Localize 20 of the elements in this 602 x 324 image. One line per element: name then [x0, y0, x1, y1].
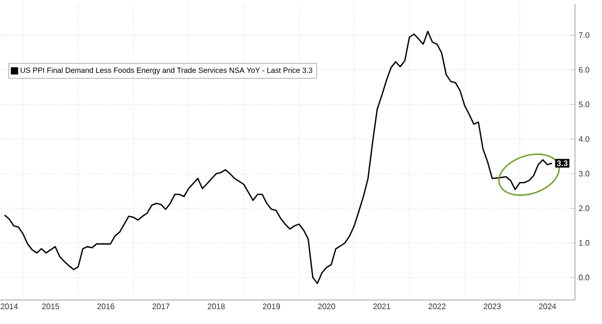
y-tick-label: 4.0	[578, 136, 590, 142]
y-tick-label: 5.0	[578, 102, 590, 108]
x-tick-label: 2014	[0, 304, 18, 310]
y-tick-label: 3.0	[578, 170, 590, 176]
y-tick-label: 0.0	[578, 274, 590, 280]
x-tick-label: 2021	[373, 304, 390, 310]
x-tick-label: 2024	[538, 304, 556, 310]
x-tick-label: 2016	[97, 304, 114, 310]
x-tick-label: 2018	[208, 304, 225, 310]
x-tick-label: 2020	[318, 304, 336, 310]
y-tick-label: 6.0	[578, 66, 590, 73]
x-tick-label: 2022	[428, 304, 446, 310]
x-tick-label: 2023	[484, 304, 501, 310]
x-tick-label: 2017	[152, 304, 170, 310]
x-tick-label: 2019	[262, 304, 280, 310]
y-tick-label: 1.0	[579, 240, 590, 246]
x-tick-label: 2015	[42, 304, 60, 310]
y-tick-label: 7.0	[578, 32, 590, 38]
y-tick-label: 2.0	[578, 205, 590, 212]
annotation: 3.3	[556, 160, 568, 166]
